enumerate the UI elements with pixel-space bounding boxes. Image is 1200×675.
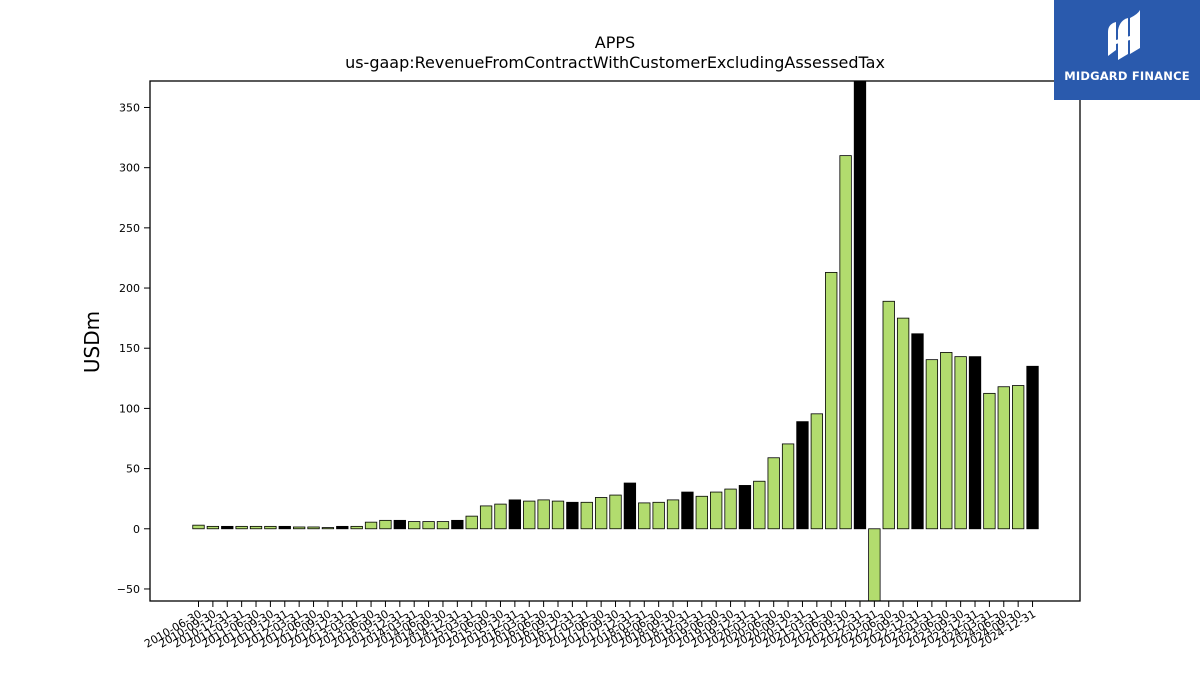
bar-2012-06-30 (307, 526, 320, 530)
y-axis-label: USDm (80, 311, 104, 373)
bar-2023-03-31 (925, 359, 939, 530)
bar-2010-06-30 (192, 524, 205, 530)
bar-2017-06-30 (594, 497, 608, 530)
y-tick-label: 250 (119, 222, 140, 235)
bar-2020-06-30 (767, 457, 780, 530)
bar-2017-09-30 (609, 494, 622, 530)
bar-2018-09-30 (666, 499, 680, 530)
bar-2014-03-31 (408, 521, 421, 530)
bar-2016-03-31 (523, 500, 536, 530)
bar-2013-09-30 (379, 519, 392, 530)
plot-frame (149, 80, 1081, 602)
bar-2019-06-30 (710, 491, 723, 530)
y-tick-label: 50 (126, 463, 140, 476)
bar-2022-09-30 (896, 317, 910, 530)
bar-2020-03-31 (753, 480, 766, 530)
bar-2018-03-31 (638, 502, 651, 530)
bar-2012-12-31 (336, 525, 349, 530)
bar-2012-09-30 (321, 527, 335, 530)
bar-2015-09-30 (494, 503, 507, 530)
bar-2015-06-30 (479, 505, 493, 530)
bar-2022-06-30 (882, 300, 895, 530)
bar-2013-06-30 (364, 521, 378, 530)
bars-group (192, 80, 1039, 602)
bar-2014-12-31 (451, 519, 464, 530)
bar-2016-06-30 (537, 499, 550, 530)
bar-2014-09-30 (436, 521, 450, 530)
bar-2011-03-31 (235, 525, 248, 530)
y-tick-label: 300 (119, 162, 140, 175)
bar-2023-06-30 (940, 352, 953, 530)
bar-2023-12-31 (968, 356, 982, 530)
bar-2013-12-31 (393, 519, 406, 530)
y-axis-ticks: −50 0 50 100 150 200 250 300 350 (117, 101, 150, 596)
bar-2024-06-30 (997, 386, 1010, 530)
y-tick-label: 0 (133, 523, 140, 536)
bar-2016-09-30 (551, 500, 565, 530)
y-tick-label: 200 (119, 282, 140, 295)
bar-2015-12-31 (508, 499, 522, 530)
bar-2021-03-31 (810, 413, 823, 530)
bar-2010-09-30 (206, 525, 220, 530)
bar-2022-12-31 (911, 333, 924, 530)
bar-2018-06-30 (652, 501, 665, 530)
bar-2018-12-31 (681, 491, 694, 530)
logo-mark-icon (1108, 10, 1140, 60)
y-tick-label: 350 (119, 101, 140, 114)
bar-2019-03-31 (695, 495, 708, 530)
bar-2021-09-30 (839, 155, 852, 530)
bar-2024-03-31 (983, 392, 996, 530)
bar-2019-09-30 (724, 488, 737, 530)
y-tick-label: 100 (119, 402, 140, 415)
bar-2021-06-30 (825, 271, 838, 530)
bar-2023-09-30 (954, 356, 967, 530)
chart-title: APPS (595, 33, 635, 52)
bar-2015-03-31 (465, 515, 478, 530)
bar-2012-03-31 (293, 526, 306, 530)
midgard-finance-logo: MIDGARD FINANCE (1054, 0, 1200, 100)
x-axis-ticks: 2010-06-302010-09-302010-12-312011-03-31… (142, 601, 1038, 651)
bar-2024-12-31 (1026, 365, 1039, 530)
bar-2016-12-31 (566, 501, 579, 530)
bar-2017-03-31 (580, 501, 593, 530)
y-tick-label: 150 (119, 342, 140, 355)
bar-2010-12-31 (221, 525, 234, 530)
bar-2021-12-31 (853, 80, 867, 530)
bar-2019-12-31 (738, 485, 752, 530)
bar-2020-09-30 (781, 443, 795, 530)
bar-2011-12-31 (278, 525, 291, 530)
bar-2022-03-31 (868, 528, 881, 602)
bar-2024-09-30 (1012, 385, 1025, 530)
y-tick-label: −50 (117, 583, 140, 596)
logo-text: MIDGARD FINANCE (1064, 69, 1190, 83)
bar-2011-09-30 (264, 525, 277, 530)
bar-2013-03-31 (350, 525, 363, 530)
bar-2020-12-31 (796, 421, 809, 530)
bar-2011-06-30 (249, 525, 263, 530)
bar-2014-06-30 (422, 521, 435, 530)
bar-2017-12-31 (623, 482, 637, 530)
chart-subtitle: us-gaap:RevenueFromContractWithCustomerE… (345, 53, 885, 72)
